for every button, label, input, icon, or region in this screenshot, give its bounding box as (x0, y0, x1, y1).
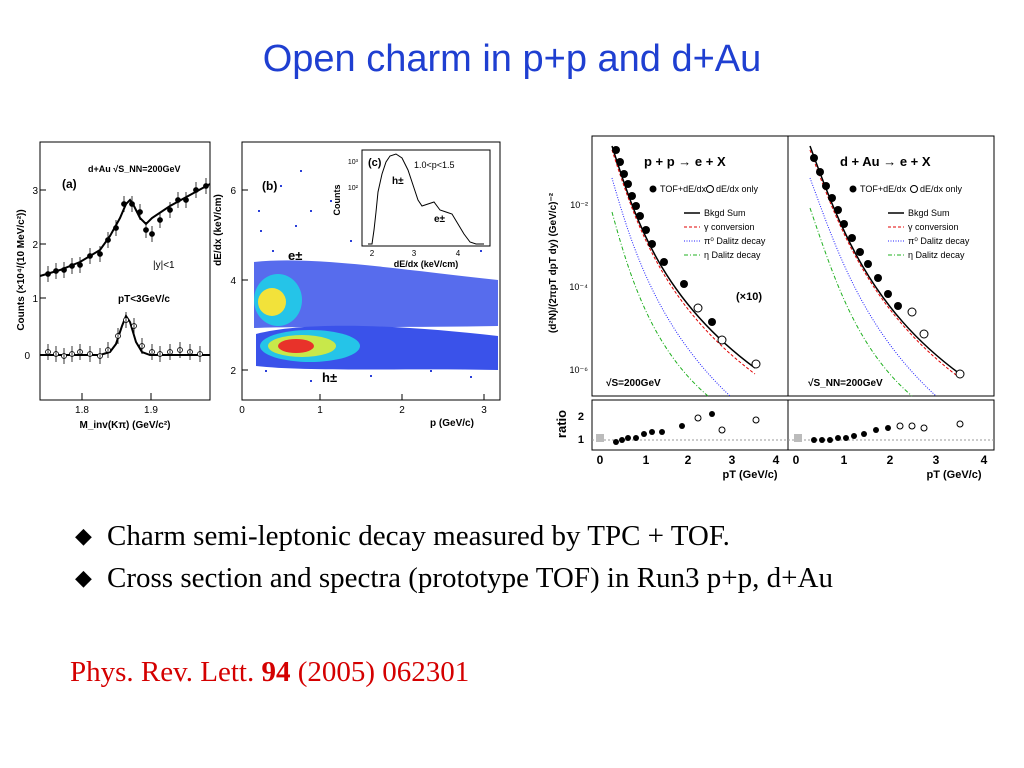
left-xtick-0: 0 (597, 453, 604, 467)
spectra-ytick-1e-6: 10⁻⁶ (570, 365, 589, 375)
left-xtick-4: 4 (773, 453, 780, 467)
panel-b-xtick-2: 2 (399, 405, 405, 416)
left-xtick-2: 2 (685, 453, 692, 467)
legend-right-tof: TOF+dE/dx (860, 184, 907, 194)
panel-b-ytick-2: 2 (230, 366, 236, 377)
panel-c-momentum: 1.0<p<1.5 (414, 160, 455, 170)
panel-a-pt-cut: pT<3GeV/c (118, 294, 170, 305)
panel-a-ytick-0: 0 (24, 351, 30, 362)
spectra-scale-note: (×10) (736, 291, 762, 303)
diamond-bullet-icon: ◆ (75, 523, 92, 548)
legend-left-gamma: γ conversion (704, 222, 755, 232)
spectra-left-energy: √S=200GeV (606, 378, 661, 389)
spectra-ylabel: (d²N)/(2πpT dpT dy) (GeV/c)⁻² (548, 192, 559, 333)
bullet-text: Charm semi-leptonic decay measured by TP… (107, 520, 730, 552)
slide-title: Open charm in p+p and d+Au (262, 38, 762, 80)
panel-b-ylabel: dE/dx (keV/cm) (213, 194, 224, 266)
spectra-right-energy: √S_NN=200GeV (808, 378, 883, 389)
panel-c-inset-histogram: (c) 1.0<p<1.5 h± e± 10³ 10² 2 3 4 dE/dx … (332, 149, 491, 269)
panel-a-invariant-mass: 0 1 2 3 1.8 1.9 M_inv(Kπ) (GeV/c²) Count… (16, 141, 211, 430)
panel-a-ylabel: Counts (×10⁴/(10 MeV/c²)) (16, 209, 27, 330)
panel-a-energy: d+Au √S_NN=200GeV (88, 164, 180, 174)
panel-a-label: (a) (62, 177, 77, 191)
diamond-bullet-icon: ◆ (75, 565, 92, 590)
figure-electron-spectra: (d²N)/(2πpT dpT dy) (GeV/c)⁻² ratio p + … (548, 135, 995, 481)
legend-right-bkgd: Bkgd Sum (908, 208, 950, 218)
panel-c-ylabel: Counts (332, 185, 342, 216)
panel-b-xlabel: p (GeV/c) (430, 418, 474, 429)
bullet-item: ◆ Charm semi-leptonic decay measured by … (75, 518, 975, 554)
bullet-item: ◆ Cross section and spectra (prototype T… (75, 560, 975, 596)
spectra-left-title: p + p → e + X (644, 154, 726, 169)
panel-a-ytick-2: 2 (32, 240, 38, 251)
panel-b-electron-label: e± (288, 248, 302, 263)
panel-b-xtick-0: 0 (239, 405, 245, 416)
panel-c-peak-e: e± (434, 214, 446, 225)
legend-right-pi0: π⁰ Dalitz decay (908, 236, 970, 246)
spectra-ytick-1e-2: 10⁻² (570, 200, 588, 210)
panel-b-hadron-label: h± (322, 370, 337, 385)
panel-b-xtick-3: 3 (481, 405, 487, 416)
legend-left-dedx: dE/dx only (716, 184, 759, 194)
panel-c-peak-h: h± (392, 176, 404, 187)
panel-b-xtick-1: 1 (317, 405, 323, 416)
panel-a-lower-points (45, 312, 203, 364)
left-xlabel: pT (GeV/c) (722, 469, 777, 481)
reference-volume: 94 (261, 656, 291, 688)
spectra-right-legend: TOF+dE/dx dE/dx only Bkgd Sum γ conversi… (849, 184, 970, 260)
right-xtick-3: 3 (933, 453, 940, 467)
panel-c-label: (c) (368, 157, 382, 169)
panel-b-ytick-4: 4 (230, 276, 236, 287)
panel-a-rapidity: |y|<1 (153, 260, 175, 271)
panel-a-xtick-1: 1.9 (144, 405, 158, 416)
legend-right-gamma: γ conversion (908, 222, 959, 232)
legend-right-eta: η Dalitz decay (908, 250, 965, 260)
spectra-left-pp: p + p → e + X √S=200GeV (×10) (591, 135, 789, 451)
legend-left-pi0: π⁰ Dalitz decay (704, 236, 766, 246)
panel-a-upper-fit (39, 183, 211, 277)
panel-c-ytick-3: 10³ (348, 159, 359, 166)
panel-c-ytick-2: 10² (348, 185, 359, 192)
panel-b-dedx-scatter: e± h± (b) 6 4 2 0 1 2 3 p (GeV/c) dE/dx … (213, 141, 501, 429)
spectra-ytick-1e-4: 10⁻⁴ (569, 282, 588, 292)
panel-c-xtick-4: 4 (456, 249, 461, 258)
legend-right-dedx: dE/dx only (920, 184, 963, 194)
ratio-ytick-1: 1 (578, 434, 584, 446)
ratio-label: ratio (554, 410, 569, 438)
right-xtick-1: 1 (841, 453, 848, 467)
left-xtick-1: 1 (643, 453, 650, 467)
reference-journal: Phys. Rev. Lett. (70, 656, 255, 688)
spectra-right-title: d + Au → e + X (840, 154, 931, 169)
right-xlabel: pT (GeV/c) (926, 469, 981, 481)
right-xtick-4: 4 (981, 453, 988, 467)
bullet-list: ◆ Charm semi-leptonic decay measured by … (75, 518, 975, 602)
reference-year-page: (2005) 062301 (297, 656, 470, 688)
panel-b-electron-band (254, 260, 498, 328)
panel-c-histogram (368, 153, 484, 245)
panel-a-ytick-3: 3 (32, 186, 38, 197)
panel-c-xtick-2: 2 (370, 249, 375, 258)
panel-b-ytick-6: 6 (230, 186, 236, 197)
panel-a-ytick-1: 1 (32, 294, 38, 305)
panel-c-xtick-3: 3 (412, 249, 417, 258)
spectra-right-dau: d + Au → e + X √S_NN=200GeV (787, 135, 995, 451)
right-xtick-0: 0 (793, 453, 800, 467)
bullet-text: Cross section and spectra (prototype TOF… (107, 562, 833, 594)
panel-a-xlabel: M_inv(Kπ) (GeV/c²) (80, 420, 171, 430)
spectra-left-legend: TOF+dE/dx dE/dx only Bkgd Sum γ conversi… (649, 184, 766, 260)
panel-a-xtick-0: 1.8 (75, 405, 89, 416)
legend-left-tof: TOF+dE/dx (660, 184, 707, 194)
panel-b-label: (b) (262, 179, 277, 193)
left-xtick-3: 3 (729, 453, 736, 467)
legend-left-eta: η Dalitz decay (704, 250, 761, 260)
panel-c-xlabel: dE/dx (keV/cm) (394, 259, 459, 269)
legend-left-bkgd: Bkgd Sum (704, 208, 746, 218)
reference-citation: Phys. Rev. Lett. 94 (2005) 062301 (70, 656, 469, 689)
panel-a-upper-points (45, 178, 209, 282)
figure-dmeson-and-dedx: 0 1 2 3 1.8 1.9 M_inv(Kπ) (GeV/c²) Count… (16, 141, 501, 430)
right-xtick-2: 2 (887, 453, 894, 467)
ratio-ytick-2: 2 (578, 411, 584, 423)
